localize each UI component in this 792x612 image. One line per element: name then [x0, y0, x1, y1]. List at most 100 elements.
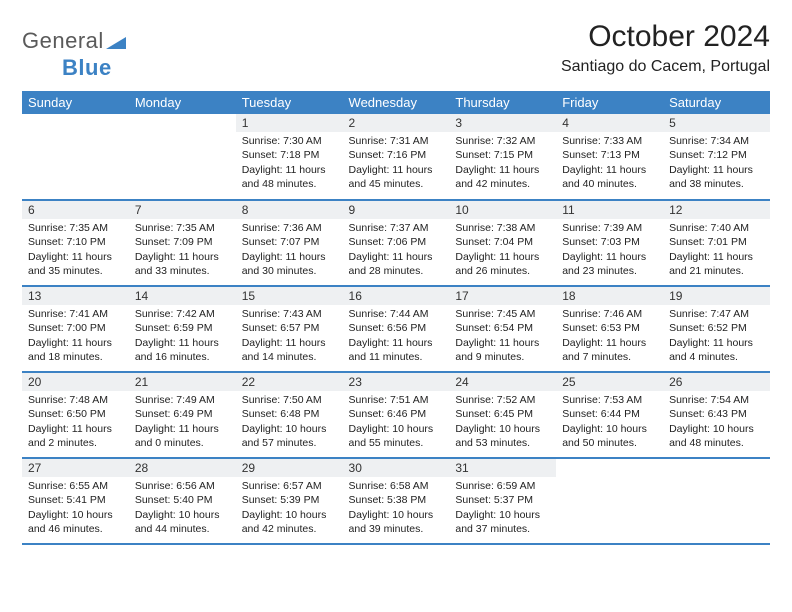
day-details: Sunrise: 7:45 AMSunset: 6:54 PMDaylight:…	[449, 305, 556, 368]
day-number: 19	[663, 287, 770, 305]
month-title: October 2024	[561, 20, 770, 54]
calendar-cell: 2Sunrise: 7:31 AMSunset: 7:16 PMDaylight…	[343, 114, 450, 200]
calendar-cell: 21Sunrise: 7:49 AMSunset: 6:49 PMDayligh…	[129, 372, 236, 458]
day-number: 26	[663, 373, 770, 391]
day-details: Sunrise: 7:53 AMSunset: 6:44 PMDaylight:…	[556, 391, 663, 454]
calendar-cell: 22Sunrise: 7:50 AMSunset: 6:48 PMDayligh…	[236, 372, 343, 458]
logo-blue: Blue	[62, 55, 112, 80]
calendar-cell: 4Sunrise: 7:33 AMSunset: 7:13 PMDaylight…	[556, 114, 663, 200]
day-details: Sunrise: 7:36 AMSunset: 7:07 PMDaylight:…	[236, 219, 343, 282]
day-details: Sunrise: 7:48 AMSunset: 6:50 PMDaylight:…	[22, 391, 129, 454]
calendar-cell	[556, 458, 663, 544]
day-details: Sunrise: 6:55 AMSunset: 5:41 PMDaylight:…	[22, 477, 129, 540]
day-details: Sunrise: 7:39 AMSunset: 7:03 PMDaylight:…	[556, 219, 663, 282]
calendar-cell: 24Sunrise: 7:52 AMSunset: 6:45 PMDayligh…	[449, 372, 556, 458]
day-details: Sunrise: 7:37 AMSunset: 7:06 PMDaylight:…	[343, 219, 450, 282]
day-details: Sunrise: 7:30 AMSunset: 7:18 PMDaylight:…	[236, 132, 343, 195]
day-details: Sunrise: 7:47 AMSunset: 6:52 PMDaylight:…	[663, 305, 770, 368]
day-number: 29	[236, 459, 343, 477]
day-details: Sunrise: 7:34 AMSunset: 7:12 PMDaylight:…	[663, 132, 770, 195]
calendar-table: SundayMondayTuesdayWednesdayThursdayFrid…	[22, 91, 770, 545]
calendar-cell: 9Sunrise: 7:37 AMSunset: 7:06 PMDaylight…	[343, 200, 450, 286]
day-details: Sunrise: 7:38 AMSunset: 7:04 PMDaylight:…	[449, 219, 556, 282]
day-details: Sunrise: 7:35 AMSunset: 7:09 PMDaylight:…	[129, 219, 236, 282]
day-details: Sunrise: 7:35 AMSunset: 7:10 PMDaylight:…	[22, 219, 129, 282]
calendar-cell: 20Sunrise: 7:48 AMSunset: 6:50 PMDayligh…	[22, 372, 129, 458]
calendar-cell: 3Sunrise: 7:32 AMSunset: 7:15 PMDaylight…	[449, 114, 556, 200]
day-number: 23	[343, 373, 450, 391]
day-number: 18	[556, 287, 663, 305]
day-details: Sunrise: 7:40 AMSunset: 7:01 PMDaylight:…	[663, 219, 770, 282]
day-number: 5	[663, 114, 770, 132]
weekday-header: Wednesday	[343, 91, 450, 114]
day-details: Sunrise: 6:59 AMSunset: 5:37 PMDaylight:…	[449, 477, 556, 540]
day-number: 12	[663, 201, 770, 219]
calendar-cell: 30Sunrise: 6:58 AMSunset: 5:38 PMDayligh…	[343, 458, 450, 544]
day-number: 21	[129, 373, 236, 391]
day-details: Sunrise: 6:58 AMSunset: 5:38 PMDaylight:…	[343, 477, 450, 540]
day-number: 14	[129, 287, 236, 305]
calendar-cell: 13Sunrise: 7:41 AMSunset: 7:00 PMDayligh…	[22, 286, 129, 372]
day-number: 11	[556, 201, 663, 219]
calendar-cell: 19Sunrise: 7:47 AMSunset: 6:52 PMDayligh…	[663, 286, 770, 372]
logo-general: General	[22, 28, 104, 53]
calendar-cell: 1Sunrise: 7:30 AMSunset: 7:18 PMDaylight…	[236, 114, 343, 200]
calendar-cell: 25Sunrise: 7:53 AMSunset: 6:44 PMDayligh…	[556, 372, 663, 458]
logo: General Blue	[22, 28, 126, 81]
calendar-cell: 14Sunrise: 7:42 AMSunset: 6:59 PMDayligh…	[129, 286, 236, 372]
day-number: 4	[556, 114, 663, 132]
weekday-header: Saturday	[663, 91, 770, 114]
calendar-cell: 11Sunrise: 7:39 AMSunset: 7:03 PMDayligh…	[556, 200, 663, 286]
calendar-cell: 31Sunrise: 6:59 AMSunset: 5:37 PMDayligh…	[449, 458, 556, 544]
day-number: 24	[449, 373, 556, 391]
day-details: Sunrise: 7:44 AMSunset: 6:56 PMDaylight:…	[343, 305, 450, 368]
day-number: 17	[449, 287, 556, 305]
day-details: Sunrise: 7:32 AMSunset: 7:15 PMDaylight:…	[449, 132, 556, 195]
day-number: 9	[343, 201, 450, 219]
calendar-row: 1Sunrise: 7:30 AMSunset: 7:18 PMDaylight…	[22, 114, 770, 200]
day-details: Sunrise: 6:56 AMSunset: 5:40 PMDaylight:…	[129, 477, 236, 540]
weekday-header: Sunday	[22, 91, 129, 114]
day-details: Sunrise: 6:57 AMSunset: 5:39 PMDaylight:…	[236, 477, 343, 540]
day-details: Sunrise: 7:49 AMSunset: 6:49 PMDaylight:…	[129, 391, 236, 454]
calendar-cell: 26Sunrise: 7:54 AMSunset: 6:43 PMDayligh…	[663, 372, 770, 458]
logo-triangle-icon	[106, 29, 126, 55]
day-number: 31	[449, 459, 556, 477]
weekday-header: Monday	[129, 91, 236, 114]
calendar-cell: 8Sunrise: 7:36 AMSunset: 7:07 PMDaylight…	[236, 200, 343, 286]
day-number: 15	[236, 287, 343, 305]
calendar-cell: 23Sunrise: 7:51 AMSunset: 6:46 PMDayligh…	[343, 372, 450, 458]
calendar-cell: 18Sunrise: 7:46 AMSunset: 6:53 PMDayligh…	[556, 286, 663, 372]
day-number: 1	[236, 114, 343, 132]
weekday-header: Friday	[556, 91, 663, 114]
day-number: 2	[343, 114, 450, 132]
day-details: Sunrise: 7:51 AMSunset: 6:46 PMDaylight:…	[343, 391, 450, 454]
day-number: 25	[556, 373, 663, 391]
calendar-row: 27Sunrise: 6:55 AMSunset: 5:41 PMDayligh…	[22, 458, 770, 544]
calendar-cell: 28Sunrise: 6:56 AMSunset: 5:40 PMDayligh…	[129, 458, 236, 544]
day-number: 28	[129, 459, 236, 477]
calendar-cell: 27Sunrise: 6:55 AMSunset: 5:41 PMDayligh…	[22, 458, 129, 544]
day-number: 30	[343, 459, 450, 477]
day-number: 16	[343, 287, 450, 305]
calendar-cell: 29Sunrise: 6:57 AMSunset: 5:39 PMDayligh…	[236, 458, 343, 544]
location: Santiago do Cacem, Portugal	[561, 58, 770, 76]
calendar-cell: 17Sunrise: 7:45 AMSunset: 6:54 PMDayligh…	[449, 286, 556, 372]
calendar-cell	[22, 114, 129, 200]
day-details: Sunrise: 7:52 AMSunset: 6:45 PMDaylight:…	[449, 391, 556, 454]
day-number: 22	[236, 373, 343, 391]
day-details: Sunrise: 7:43 AMSunset: 6:57 PMDaylight:…	[236, 305, 343, 368]
header: General Blue October 2024 Santiago do Ca…	[22, 20, 770, 81]
day-number: 20	[22, 373, 129, 391]
calendar-cell: 5Sunrise: 7:34 AMSunset: 7:12 PMDaylight…	[663, 114, 770, 200]
calendar-row: 13Sunrise: 7:41 AMSunset: 7:00 PMDayligh…	[22, 286, 770, 372]
day-number: 6	[22, 201, 129, 219]
calendar-cell: 10Sunrise: 7:38 AMSunset: 7:04 PMDayligh…	[449, 200, 556, 286]
day-details: Sunrise: 7:46 AMSunset: 6:53 PMDaylight:…	[556, 305, 663, 368]
day-details: Sunrise: 7:50 AMSunset: 6:48 PMDaylight:…	[236, 391, 343, 454]
day-number: 8	[236, 201, 343, 219]
weekday-header: Thursday	[449, 91, 556, 114]
day-details: Sunrise: 7:54 AMSunset: 6:43 PMDaylight:…	[663, 391, 770, 454]
calendar-row: 20Sunrise: 7:48 AMSunset: 6:50 PMDayligh…	[22, 372, 770, 458]
weekday-header: Tuesday	[236, 91, 343, 114]
